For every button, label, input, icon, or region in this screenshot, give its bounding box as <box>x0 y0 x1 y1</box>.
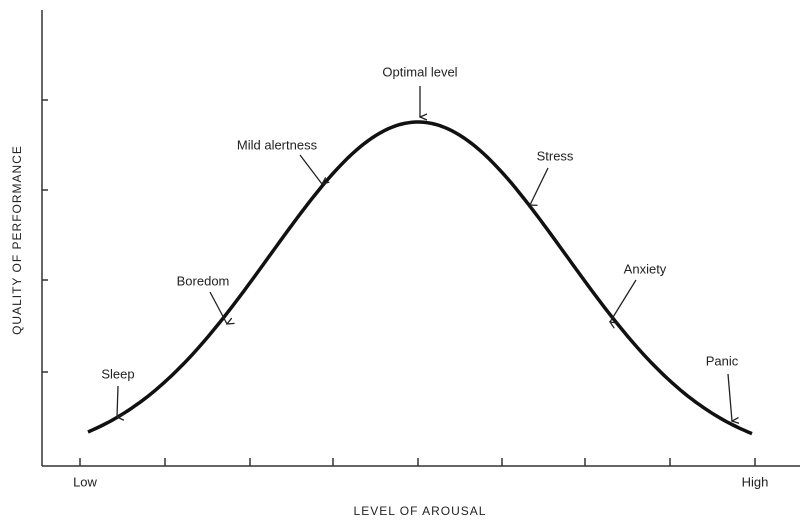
x-axis-title: LEVEL OF AROUSAL <box>354 504 487 518</box>
performance-curve <box>87 120 753 436</box>
x-axis-end-label: High <box>742 474 769 489</box>
annotation: Boredom <box>177 273 230 288</box>
annotation: Stress <box>537 148 574 163</box>
annotation: Anxiety <box>624 261 667 276</box>
annotation: Sleep <box>101 366 134 381</box>
x-ticks <box>79 458 756 466</box>
y-ticks <box>42 99 48 373</box>
annotation: Optimal level <box>382 64 457 79</box>
x-axis-end-label: Low <box>73 474 97 489</box>
arrows <box>117 86 732 421</box>
annotation: Panic <box>706 353 739 368</box>
axes <box>41 10 800 467</box>
y-axis-title: QUALITY OF PERFORMANCE <box>10 145 24 335</box>
annotation: Mild alertness <box>237 137 318 152</box>
